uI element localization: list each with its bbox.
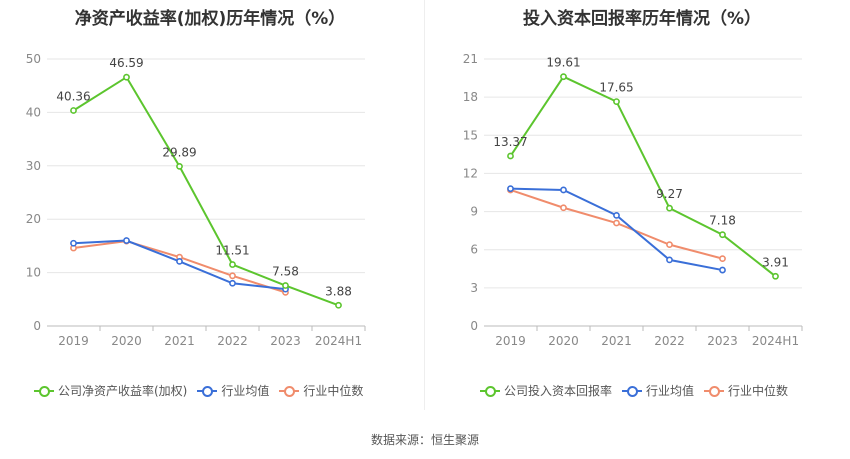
legend-label: 公司投入资本回报率: [504, 384, 613, 398]
data-label: 3.91: [762, 255, 789, 269]
data-point: [560, 204, 567, 212]
data-point: [176, 162, 183, 170]
data-point: [123, 73, 130, 81]
data-point: [613, 219, 620, 227]
data-label: 29.89: [162, 145, 196, 159]
data-label: 46.59: [109, 56, 143, 70]
legend-line-marker-icon: [704, 385, 725, 397]
x-tick-label: 2021: [601, 334, 632, 348]
roe-line-chart: 0 10 20 30 40 50 2019 2020 2021 2022 2023 2024H1 40.…: [26, 52, 366, 348]
chart-title-roe: 净资产收益率(加权)历年情况（%）: [74, 9, 346, 29]
y-tick-label: 30: [26, 159, 41, 173]
x-tick-label: 2022: [217, 334, 248, 348]
data-label: 19.61: [546, 56, 580, 70]
legend-label: 行业均值: [221, 384, 270, 398]
legend-item-industry-median[interactable]: 行业中位数: [704, 382, 788, 399]
data-point: [719, 255, 726, 263]
data-label: 7.58: [272, 265, 299, 279]
data-label: 40.36: [56, 89, 90, 103]
legend-item-company[interactable]: 公司净资产收益率(加权): [34, 382, 187, 399]
data-label: 11.51: [215, 244, 249, 258]
legend-line-marker-icon: [622, 385, 643, 397]
data-point: [507, 185, 514, 193]
legend-item-company[interactable]: 公司投入资本回报率: [480, 382, 612, 399]
data-point: [719, 231, 726, 239]
x-tick-label: 2020: [111, 334, 142, 348]
x-tick-label: 2023: [707, 334, 738, 348]
y-tick-label: 40: [26, 105, 41, 119]
panel-divider: [424, 0, 425, 410]
x-tick-label: 2022: [654, 334, 685, 348]
data-label: 3.88: [325, 284, 352, 298]
x-tick-label: 2020: [548, 334, 579, 348]
y-tick-label: 15: [463, 128, 478, 142]
legend-item-industry-average[interactable]: 行业均值: [197, 382, 269, 399]
legend-item-industry-median[interactable]: 行业中位数: [279, 382, 363, 399]
x-tick-label: 2024H1: [315, 334, 362, 348]
legend-label: 行业均值: [646, 384, 695, 398]
chart-title-roic: 投入资本回报率历年情况（%）: [522, 9, 762, 29]
y-tick-label: 9: [470, 205, 478, 219]
legend-label: 行业中位数: [728, 384, 789, 398]
series-line: [72, 75, 339, 307]
y-tick-label: 18: [463, 90, 478, 104]
data-source-note: 数据来源：恒生聚源: [370, 433, 479, 447]
data-label: 7.18: [709, 214, 736, 228]
x-tick-label: 2019: [58, 334, 89, 348]
legend-line-marker-icon: [480, 385, 500, 397]
y-tick-label: 6: [470, 243, 478, 257]
data-point: [70, 239, 77, 247]
series-line: [509, 75, 777, 278]
y-tick-label: 20: [26, 212, 41, 226]
legend-label: 公司净资产收益率(加权): [58, 384, 188, 398]
x-tick-label: 2024H1: [752, 334, 799, 348]
x-tick-label: 2019: [495, 334, 526, 348]
roic-legend: 公司投入资本回报率 行业均值 行业中位数: [480, 382, 788, 399]
data-point: [560, 73, 567, 81]
data-point: [507, 152, 514, 160]
data-point: [719, 266, 726, 274]
roic-line-chart: 0 3 6 9 12 15 18 21 2019 2020 2021 2022 2023 2024H1 13…: [463, 52, 803, 348]
data-point: [560, 186, 567, 194]
legend-line-marker-icon: [197, 385, 218, 397]
legend-line-marker-icon: [279, 385, 300, 397]
data-point: [666, 256, 673, 264]
y-tick-label: 0: [470, 319, 478, 333]
x-tick-label: 2021: [164, 334, 195, 348]
y-tick-label: 0: [33, 319, 41, 333]
legend-line-marker-icon: [34, 385, 54, 397]
y-tick-label: 50: [26, 52, 41, 66]
y-tick-label: 21: [463, 52, 478, 66]
data-point: [70, 107, 77, 114]
data-point: [229, 272, 236, 280]
data-label: 17.65: [599, 81, 633, 95]
data-label: 9.27: [656, 187, 683, 201]
y-tick-label: 12: [463, 166, 478, 180]
data-point: [335, 301, 342, 309]
data-point: [666, 241, 673, 249]
data-point: [229, 279, 236, 287]
data-point: [123, 237, 130, 244]
data-point: [772, 272, 779, 280]
data-point: [176, 257, 183, 265]
legend-item-industry-average[interactable]: 行业均值: [622, 382, 694, 399]
data-point: [229, 261, 236, 268]
roe-legend: 公司净资产收益率(加权) 行业均值 行业中位数: [34, 382, 363, 399]
y-tick-label: 3: [470, 281, 478, 295]
data-point: [613, 98, 620, 105]
data-point: [282, 282, 289, 289]
x-tick-label: 2023: [270, 334, 301, 348]
data-point: [613, 211, 620, 219]
data-label: 13.37: [493, 135, 527, 149]
data-point: [666, 204, 673, 212]
y-tick-label: 10: [26, 266, 41, 280]
legend-label: 行业中位数: [303, 384, 364, 398]
